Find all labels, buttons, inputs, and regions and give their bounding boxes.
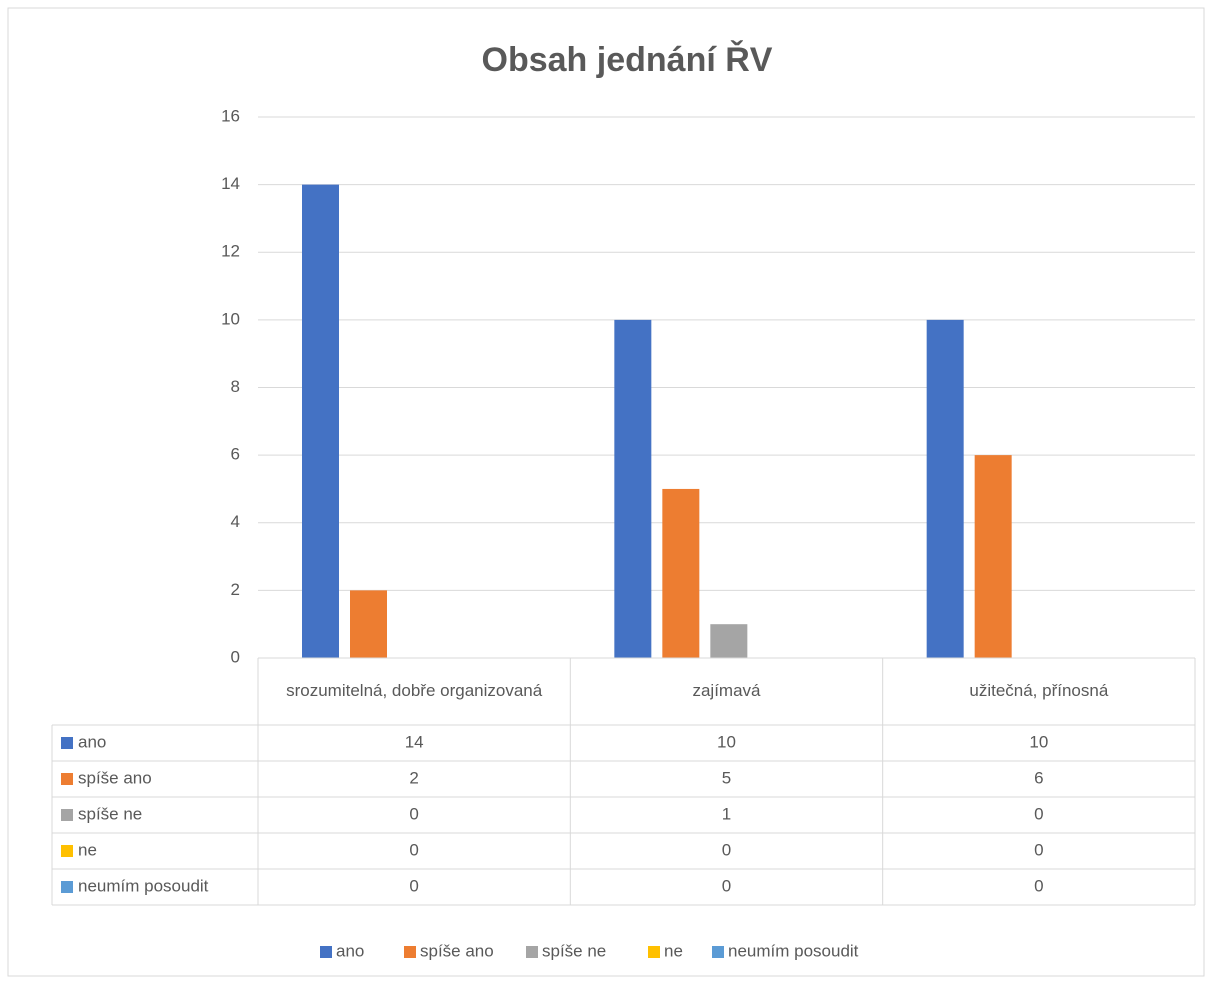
table-value: 14 bbox=[405, 732, 424, 751]
legend-label: spíše ne bbox=[542, 941, 606, 960]
table-row-label: spíše ano bbox=[78, 768, 152, 787]
table-value: 0 bbox=[409, 840, 418, 859]
table-legend-key bbox=[61, 737, 73, 749]
table-legend-key bbox=[61, 773, 73, 785]
legend-key bbox=[320, 946, 332, 958]
table-value: 0 bbox=[722, 840, 731, 859]
y-tick-label: 12 bbox=[221, 242, 240, 261]
y-tick-label: 8 bbox=[231, 377, 240, 396]
table-value: 10 bbox=[1029, 732, 1048, 751]
y-tick-label: 4 bbox=[231, 512, 240, 531]
y-tick-label: 16 bbox=[221, 106, 240, 125]
table-value: 5 bbox=[722, 768, 731, 787]
legend-key bbox=[648, 946, 660, 958]
table-value: 1 bbox=[722, 804, 731, 823]
y-tick-label: 2 bbox=[231, 580, 240, 599]
category-cell: zajímavá bbox=[692, 681, 761, 701]
y-tick-label: 14 bbox=[221, 174, 240, 193]
category-cell: srozumitelná, dobře organizovaná bbox=[286, 681, 543, 701]
legend-label: ne bbox=[664, 941, 683, 960]
bar bbox=[710, 624, 748, 658]
table-value: 0 bbox=[1034, 804, 1043, 823]
table-legend-key bbox=[61, 809, 73, 821]
y-tick-label: 10 bbox=[221, 309, 240, 328]
legend-key bbox=[404, 946, 416, 958]
bar bbox=[350, 590, 387, 658]
table-value: 0 bbox=[409, 804, 418, 823]
table-value: 6 bbox=[1034, 768, 1043, 787]
legend-label: neumím posoudit bbox=[728, 941, 859, 960]
table-value: 0 bbox=[1034, 840, 1043, 859]
chart-title: Obsah jednání ŘV bbox=[482, 41, 773, 79]
legend-key bbox=[526, 946, 538, 958]
bar bbox=[926, 319, 964, 658]
y-tick-label: 6 bbox=[231, 445, 240, 464]
legend-key bbox=[712, 946, 724, 958]
table-legend-key bbox=[61, 881, 73, 893]
table-value: 0 bbox=[409, 876, 418, 895]
bar bbox=[662, 488, 700, 658]
table-row-label: neumím posoudit bbox=[78, 876, 209, 895]
x-tick-label: srozumitelná, dobře organizovaná bbox=[286, 681, 543, 701]
table-value: 2 bbox=[409, 768, 418, 787]
y-tick-label: 0 bbox=[231, 647, 240, 666]
table-value: 0 bbox=[1034, 876, 1043, 895]
bar bbox=[614, 319, 652, 658]
x-tick-label: zajímavá bbox=[692, 681, 761, 701]
legend-label: spíše ano bbox=[420, 941, 494, 960]
bar bbox=[302, 184, 339, 658]
bar bbox=[974, 455, 1012, 658]
table-value: 10 bbox=[717, 732, 736, 751]
table-legend-key bbox=[61, 845, 73, 857]
table-value: 0 bbox=[722, 876, 731, 895]
table-row-label: ne bbox=[78, 840, 97, 859]
table-row-label: ano bbox=[78, 732, 106, 751]
legend-label: ano bbox=[336, 941, 364, 960]
chart-border bbox=[7, 7, 1205, 977]
category-cell: užitečná, přínosná bbox=[969, 681, 1109, 701]
x-tick-label: užitečná, přínosná bbox=[969, 681, 1109, 701]
table-row-label: spíše ne bbox=[78, 804, 142, 823]
